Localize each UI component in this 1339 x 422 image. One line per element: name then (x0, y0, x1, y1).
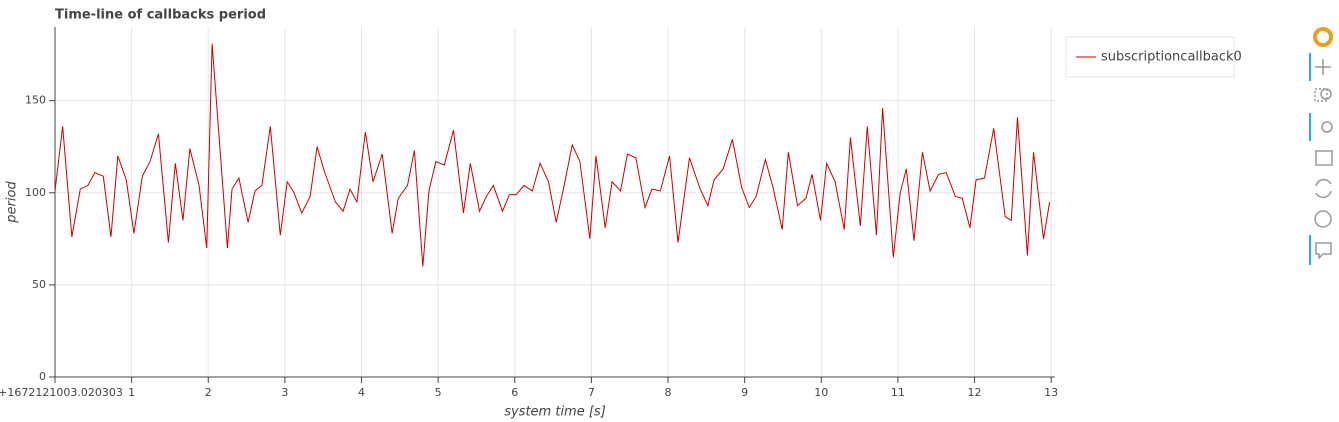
save-tool[interactable] (1315, 150, 1333, 166)
y-tick-label: 100 (25, 186, 46, 199)
box-zoom-lens (1320, 88, 1332, 100)
x-tick-label: 3 (281, 386, 288, 399)
x-tick-label: 10 (814, 386, 828, 399)
y-tick-label: 50 (32, 278, 46, 291)
series-line (54, 43, 1051, 267)
x-tick-label: 6 (511, 386, 518, 399)
toolbar (1309, 27, 1333, 265)
y-tick-label: 150 (25, 94, 46, 107)
x-tick-label: 0+1672121003.020303 (0, 386, 123, 399)
reset-tool[interactable] (1315, 178, 1332, 199)
box-zoom-tool[interactable] (1314, 88, 1328, 102)
pan-tool[interactable] (1315, 59, 1331, 75)
logo (1313, 27, 1333, 47)
x-tick-label: 5 (435, 386, 442, 399)
x-tick-label: 4 (358, 386, 365, 399)
chart-title: Time-line of callbacks period (55, 8, 266, 23)
x-tick-label: 12 (968, 386, 982, 399)
x-tick-label: 2 (205, 386, 212, 399)
help-tool[interactable] (1314, 210, 1332, 228)
x-tick-label: 7 (588, 386, 595, 399)
x-tick-label: 9 (741, 386, 748, 399)
x-axis-label: system time [s] (504, 405, 606, 420)
x-tick-label: 1 (128, 386, 135, 399)
legend-label: subscriptioncallback0 (1101, 50, 1242, 65)
x-tick-label: 8 (665, 386, 672, 399)
y-axis-label: period (5, 181, 20, 224)
wheel-zoom-tool[interactable] (1321, 121, 1333, 133)
y-tick-label: 0 (39, 370, 46, 383)
hover-tool[interactable] (1315, 242, 1332, 260)
x-tick-label: 13 (1044, 386, 1058, 399)
x-tick-label: 11 (891, 386, 905, 399)
